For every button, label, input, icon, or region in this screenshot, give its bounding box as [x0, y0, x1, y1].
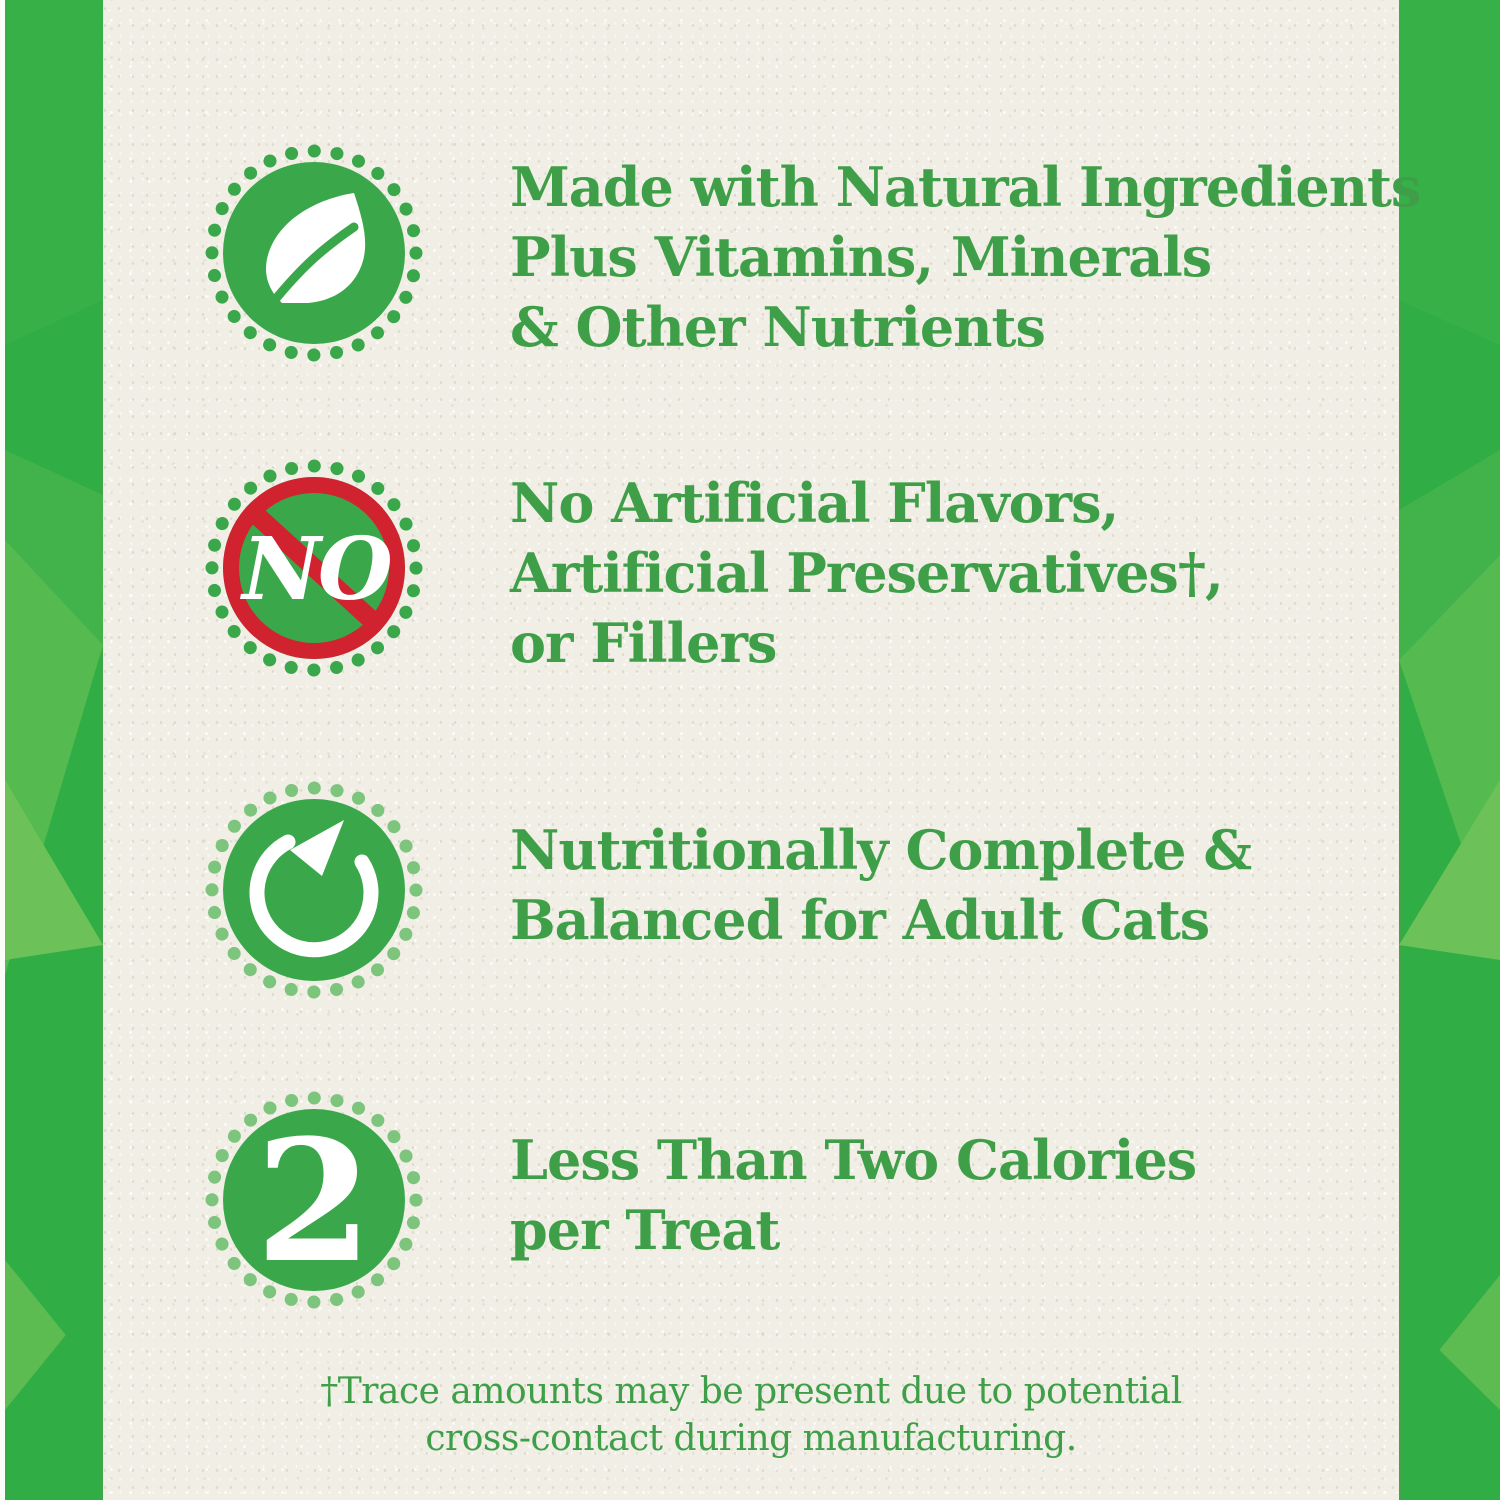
right-border-green [1399, 0, 1500, 1500]
prohibition-slash [245, 503, 384, 633]
dotted-ring [205, 459, 423, 677]
feature-text: No Artificial Flavors, Artificial Preser… [510, 468, 1224, 678]
leaf-icon [205, 144, 423, 362]
refresh-icon [205, 781, 423, 999]
left-white-edge [0, 0, 5, 1500]
feature-line: per Treat [510, 1198, 780, 1262]
left-border-pattern [0, 0, 103, 1500]
feature-line: Plus Vitamins, Minerals [510, 225, 1212, 289]
feature-line: & Other Nutrients [510, 295, 1046, 359]
refresh-arrowhead [290, 820, 344, 876]
left-border-facet [5, 0, 103, 345]
right-border-facet [1399, 0, 1500, 345]
dotted-ring [205, 144, 423, 362]
feature-line: No Artificial Flavors, [510, 471, 1119, 535]
left-border-green [5, 0, 103, 1500]
right-border-pattern [1399, 0, 1500, 1500]
leaf-vein [269, 222, 359, 306]
feature-row: Nutritionally Complete & Balanced for Ad… [0, 780, 1500, 1025]
dotted-ring [205, 1091, 423, 1309]
dotted-ring [205, 781, 423, 999]
no-label: NO [239, 519, 393, 620]
feature-text: Made with Natural Ingredients Plus Vitam… [510, 152, 1421, 362]
feature-line: or Fillers [510, 611, 777, 675]
feature-line: Made with Natural Ingredients [510, 155, 1421, 219]
feature-line: Artificial Preservatives†, [510, 541, 1224, 605]
icon-circle [223, 1109, 405, 1291]
no-icon: NO [205, 459, 423, 677]
feature-row: 2 Less Than Two Calories per Treat [0, 1090, 1500, 1335]
feature-text: Nutritionally Complete & Balanced for Ad… [510, 815, 1252, 955]
footnote-line: cross-contact during manufacturing. [425, 1418, 1077, 1459]
prohibition-ring [223, 477, 405, 659]
feature-line: Nutritionally Complete & [510, 818, 1252, 882]
refresh-arc [249, 834, 379, 958]
feature-text: Less Than Two Calories per Treat [510, 1125, 1197, 1265]
feature-row: NO No Artificial Flavors, Artificial Pre… [0, 458, 1500, 703]
feature-line: Less Than Two Calories [510, 1128, 1197, 1192]
footnote-line: †Trace amounts may be present due to pot… [320, 1371, 1182, 1412]
two-icon: 2 [205, 1091, 423, 1309]
footnote: †Trace amounts may be present due to pot… [103, 1368, 1399, 1462]
feature-line: Balanced for Adult Cats [510, 888, 1210, 952]
feature-row: Made with Natural Ingredients Plus Vitam… [0, 143, 1500, 388]
two-label: 2 [256, 1102, 373, 1300]
